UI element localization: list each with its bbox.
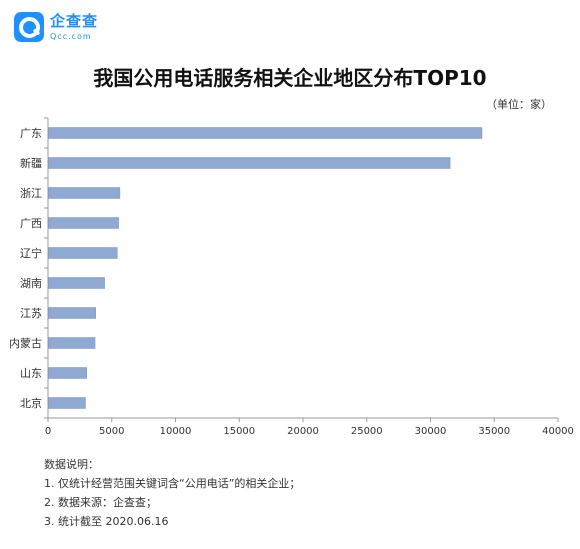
brand-name: 企查查	[50, 12, 99, 30]
x-tick-label: 5000	[99, 426, 124, 437]
magnifier-icon	[14, 12, 44, 42]
bar	[48, 217, 119, 229]
category-label: 北京	[20, 396, 42, 410]
unit-label: （单位：家）	[486, 98, 552, 111]
bar	[48, 247, 118, 259]
data-notes: 数据说明： 1. 仅统计经营范围关键词含“公用电话”的相关企业； 2. 数据来源…	[44, 455, 300, 531]
category-label: 湖南	[20, 277, 42, 290]
bar	[48, 367, 87, 379]
bar	[48, 397, 86, 409]
bar	[48, 307, 96, 319]
x-tick-label: 15000	[223, 426, 255, 437]
bar	[48, 127, 483, 139]
x-tick-label: 40000	[542, 426, 574, 437]
category-label: 广西	[20, 217, 42, 230]
x-tick-label: 25000	[351, 426, 383, 437]
x-tick-label: 20000	[287, 426, 319, 437]
x-tick-label: 0	[45, 426, 51, 437]
brand-logo: 企查查 Qcc.com	[14, 10, 114, 50]
category-label: 新疆	[20, 156, 42, 170]
bar	[48, 187, 121, 199]
category-label: 辽宁	[20, 246, 42, 260]
chart-title: 我国公用电话服务相关企业地区分布TOP10	[93, 66, 487, 90]
brand-domain: Qcc.com	[50, 32, 92, 41]
bar	[48, 157, 451, 169]
x-tick-label: 35000	[478, 426, 510, 437]
note-item: 3. 统计截至 2020.06.16	[44, 515, 169, 528]
bar	[48, 337, 96, 349]
note-item: 1. 仅统计经营范围关键词含“公用电话”的相关企业；	[44, 477, 301, 490]
notes-heading: 数据说明：	[44, 458, 99, 471]
x-tick-label: 30000	[415, 426, 447, 437]
category-label: 内蒙古	[9, 336, 42, 350]
bar	[48, 277, 105, 289]
category-label: 广东	[20, 127, 42, 140]
category-label: 江苏	[20, 307, 42, 320]
category-label: 浙江	[20, 187, 42, 200]
x-tick-label: 10000	[160, 426, 192, 437]
category-label: 山东	[20, 367, 42, 380]
note-item: 2. 数据来源：企查查；	[44, 496, 157, 509]
